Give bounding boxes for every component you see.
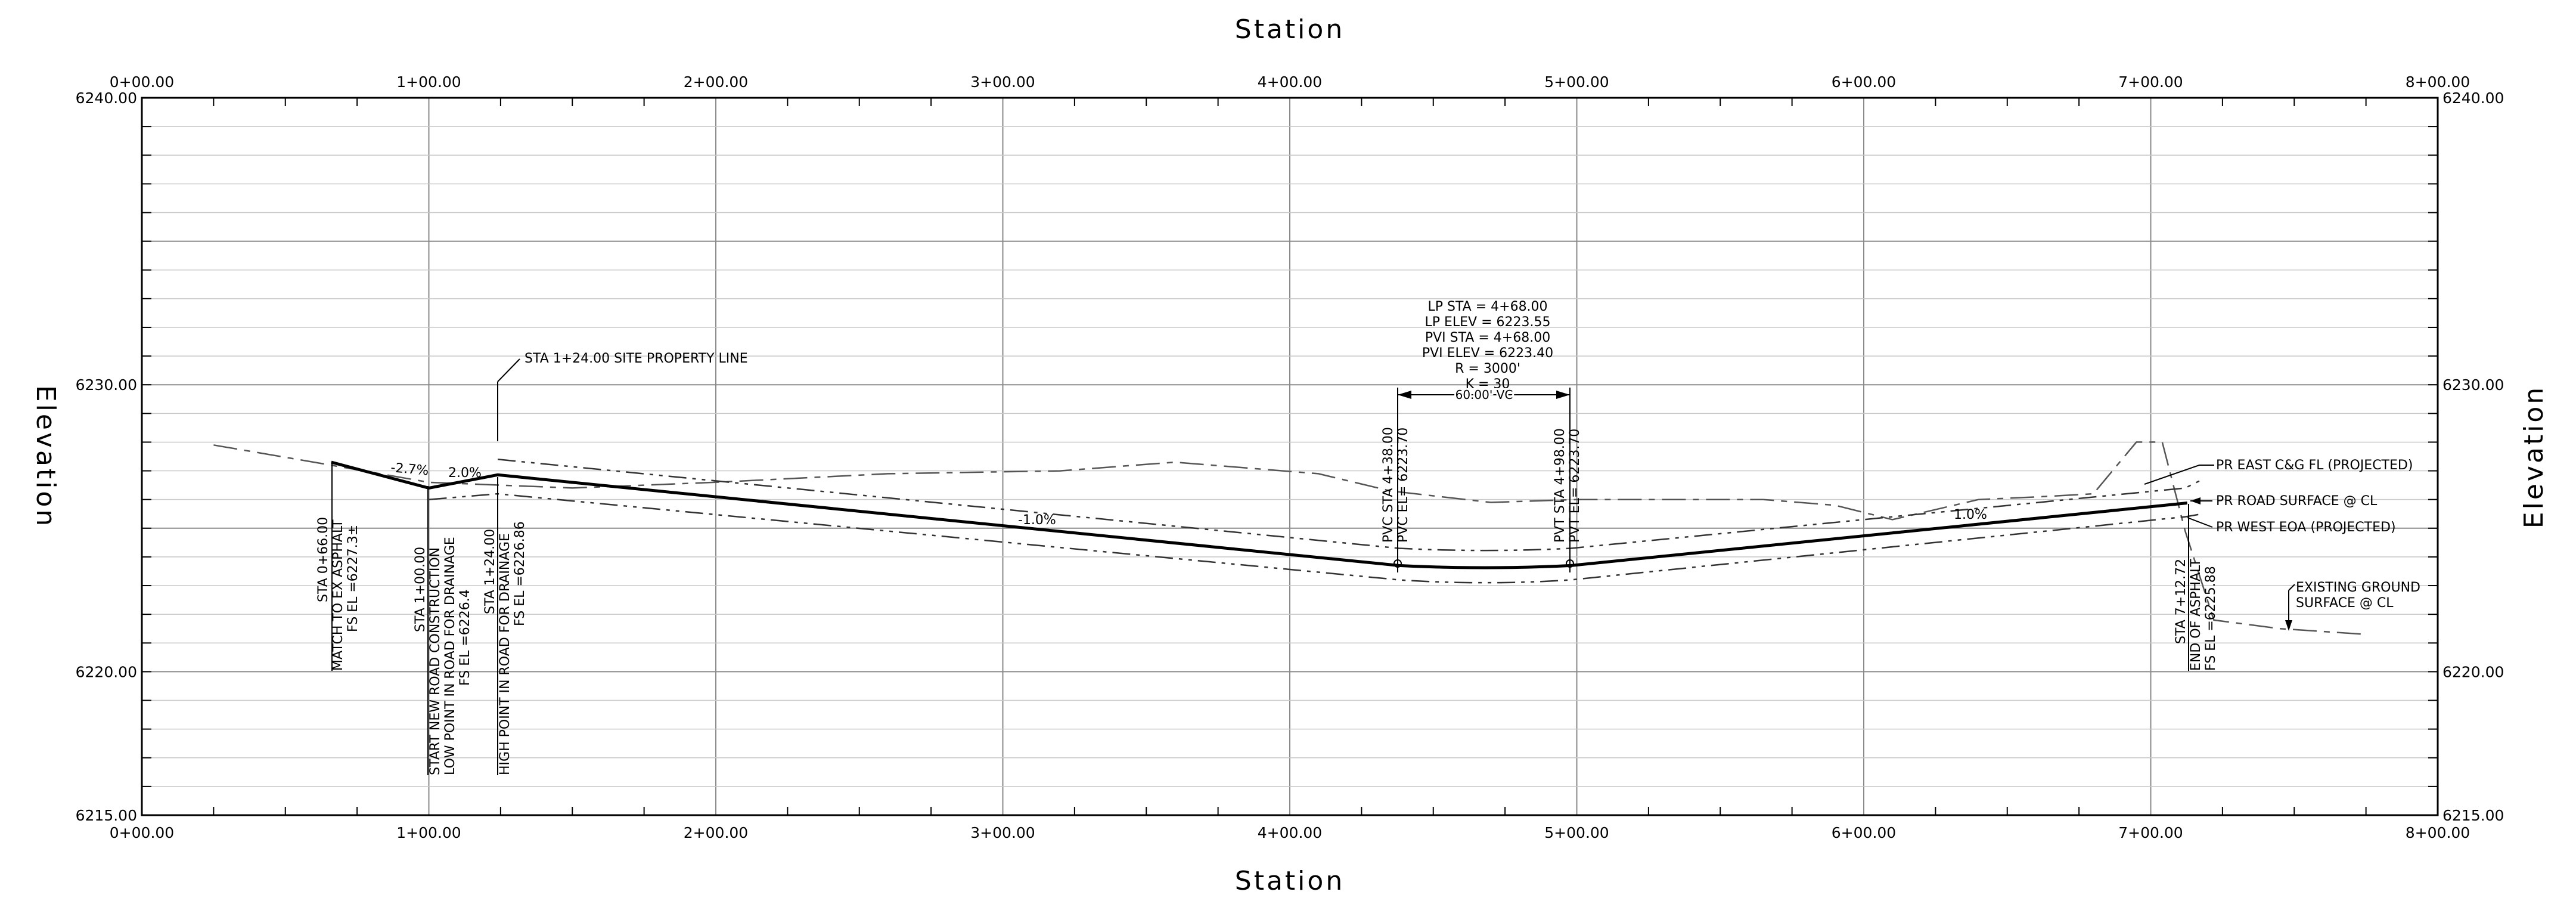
y-tick-label-left-1: 6230.00 bbox=[76, 376, 137, 394]
y-tick-label-right-2: 6220.00 bbox=[2442, 663, 2504, 680]
station-note-712: STA 7+12.72 END OF ASPHALT FS EL =6225.8… bbox=[2174, 504, 2218, 671]
x-tick-label-top-3: 3+00.00 bbox=[970, 73, 1035, 91]
x-tick-label-top-8: 8+00.00 bbox=[2406, 73, 2470, 91]
x-tick-label-bottom-3: 3+00.00 bbox=[970, 824, 1035, 841]
station-note-124: STA 1+24.00 HIGH POINT IN ROAD FOR DRAIN… bbox=[483, 477, 527, 775]
y-tick-label-left-3: 6215.00 bbox=[76, 807, 137, 824]
sta-066-line-3: FS EL =6227.3± bbox=[346, 525, 361, 632]
sta-066-line-1: STA 0+66.00 bbox=[316, 517, 331, 602]
x-tick-label-bottom-6: 6+00.00 bbox=[1832, 824, 1896, 841]
east-fl-label: PR EAST C&G FL (PROJECTED) bbox=[2216, 458, 2413, 473]
pvt-marker bbox=[1566, 559, 1574, 568]
sta-100-line-4: FS EL =6226.4 bbox=[458, 589, 473, 686]
west-eoa-label: PR WEST EOA (PROJECTED) bbox=[2216, 520, 2396, 535]
curve-line-radius: R = 3000' bbox=[1455, 361, 1520, 376]
pvc-sta-label: PVC STA 4+38.00 bbox=[1381, 427, 1396, 543]
curve-line-pvi-sta: PVI STA = 4+68.00 bbox=[1425, 330, 1550, 345]
y-tick-label-left-2: 6220.00 bbox=[76, 663, 137, 680]
existing-ground-label-2: SURFACE @ CL bbox=[2296, 596, 2394, 611]
west-eoa-leader bbox=[2187, 517, 2213, 528]
existing-ground-label-1: EXISTING GROUND bbox=[2296, 580, 2420, 595]
x-tick-label-bottom-7: 7+00.00 bbox=[2118, 824, 2183, 841]
x-tick-label-top-7: 7+00.00 bbox=[2118, 73, 2183, 91]
sta-066-line-2: MATCH TO EX ASPHALT bbox=[331, 519, 346, 671]
vc-length-label: 60.00' VC bbox=[1455, 388, 1513, 402]
x-tick-label-top-6: 6+00.00 bbox=[1832, 73, 1896, 91]
x-tick-label-top-2: 2+00.00 bbox=[684, 73, 748, 91]
x-tick-label-top-5: 5+00.00 bbox=[1544, 73, 1609, 91]
property-line-leader-d bbox=[497, 358, 520, 382]
y-tick-label-right-0: 6240.00 bbox=[2442, 89, 2504, 107]
sta-124-line-2: HIGH POINT IN ROAD FOR DRAINAGE bbox=[498, 533, 513, 775]
sta-712-line-1: STA 7+12.72 bbox=[2174, 559, 2189, 644]
x-tick-label-top-4: 4+00.00 bbox=[1258, 73, 1322, 91]
sta-712-line-2: END OF ASPHALT bbox=[2189, 559, 2203, 671]
existing-ground-arrow bbox=[2285, 620, 2292, 631]
x-axis-title-bottom: Station bbox=[1235, 866, 1345, 896]
curve-line-lp-elev: LP ELEV = 6223.55 bbox=[1424, 315, 1550, 330]
x-tick-label-bottom-2: 2+00.00 bbox=[684, 824, 748, 841]
station-note-100: STA 1+00.00 START NEW ROAD CONSTRUCTION … bbox=[413, 486, 473, 775]
road-surface-label: PR ROAD SURFACE @ CL bbox=[2216, 494, 2378, 509]
vertical-curve-data: LP STA = 4+68.00 LP ELEV = 6223.55 PVI S… bbox=[1397, 299, 1571, 572]
tick-labels: 0+00.00 0+00.00 1+00.00 1+00.00 2+00.00 2+00.… bbox=[76, 73, 2504, 841]
curve-line-k: K = 30 bbox=[1466, 377, 1510, 392]
sta-124-line-1: STA 1+24.00 bbox=[483, 529, 498, 614]
curve-line-lp-sta: LP STA = 4+68.00 bbox=[1427, 299, 1547, 314]
x-tick-label-top-1: 1+00.00 bbox=[396, 73, 461, 91]
road-surface-profile bbox=[331, 460, 2187, 569]
y-axis-title-right: Elevation bbox=[2519, 385, 2549, 528]
east-fl-profile bbox=[497, 459, 2203, 552]
x-tick-label-bottom-4: 4+00.00 bbox=[1258, 824, 1322, 841]
y-tick-label-left-0: 6240.00 bbox=[76, 89, 137, 107]
x-tick-label-bottom-0: 0+00.00 bbox=[110, 824, 174, 841]
pvt-sta-label: PVT STA 4+98.00 bbox=[1553, 428, 1568, 543]
road-surface-arrow bbox=[2190, 497, 2201, 504]
sta-124-line-3: FS EL =6226.86 bbox=[513, 521, 527, 626]
x-tick-label-top-0: 0+00.00 bbox=[110, 73, 174, 91]
pvc-marker bbox=[1393, 559, 1402, 568]
vc-arrow-right bbox=[1556, 391, 1570, 399]
x-tick-label-bottom-8: 8+00.00 bbox=[2406, 824, 2470, 841]
x-tick-label-bottom-5: 5+00.00 bbox=[1544, 824, 1609, 841]
property-line-callout: STA 1+24.00 SITE PROPERTY LINE bbox=[497, 351, 748, 441]
x-axis-title-top: Station bbox=[1235, 14, 1345, 45]
y-tick-label-right-1: 6230.00 bbox=[2442, 376, 2504, 394]
grade-label-4: 1.0% bbox=[1954, 507, 1987, 522]
y-tick-label-right-3: 6215.00 bbox=[2442, 807, 2504, 824]
right-callouts: PR EAST C&G FL (PROJECTED) PR ROAD SURFA… bbox=[2144, 458, 2420, 631]
west-eoa-profile bbox=[429, 493, 2203, 584]
curve-line-pvi-elev: PVI ELEV = 6223.40 bbox=[1422, 346, 1553, 361]
sta-100-line-3: LOW POINT IN ROAD FOR DRAINAGE bbox=[443, 537, 458, 775]
property-line-label: STA 1+24.00 SITE PROPERTY LINE bbox=[524, 351, 748, 366]
pvt-el-label: PVT EL= 6223.70 bbox=[1568, 429, 1582, 543]
plot-frame bbox=[141, 97, 2439, 816]
grade-label-2: 2.0% bbox=[448, 466, 482, 481]
existing-ground-leader-h bbox=[2288, 584, 2295, 591]
sta-100-line-1: STA 1+00.00 bbox=[413, 547, 428, 632]
pvc-el-label: PVC EL= 6223.70 bbox=[1396, 428, 1411, 543]
existing-ground-profile bbox=[213, 441, 2366, 636]
y-axis-title-left: Elevation bbox=[30, 385, 61, 528]
grade-label-3: -1.0% bbox=[1018, 513, 1056, 528]
east-fl-leader bbox=[2144, 465, 2200, 485]
sta-712-line-3: FS EL =6225.88 bbox=[2203, 566, 2218, 671]
grade-label-1: -2.7% bbox=[390, 460, 429, 478]
station-note-066: STA 0+66.00 MATCH TO EX ASPHALT FS EL =6… bbox=[316, 462, 361, 671]
sta-100-line-2: START NEW ROAD CONSTRUCTION bbox=[428, 547, 443, 775]
vc-arrow-left bbox=[1398, 391, 1411, 399]
grid-lines bbox=[142, 98, 2438, 815]
x-tick-label-bottom-1: 1+00.00 bbox=[396, 824, 461, 841]
